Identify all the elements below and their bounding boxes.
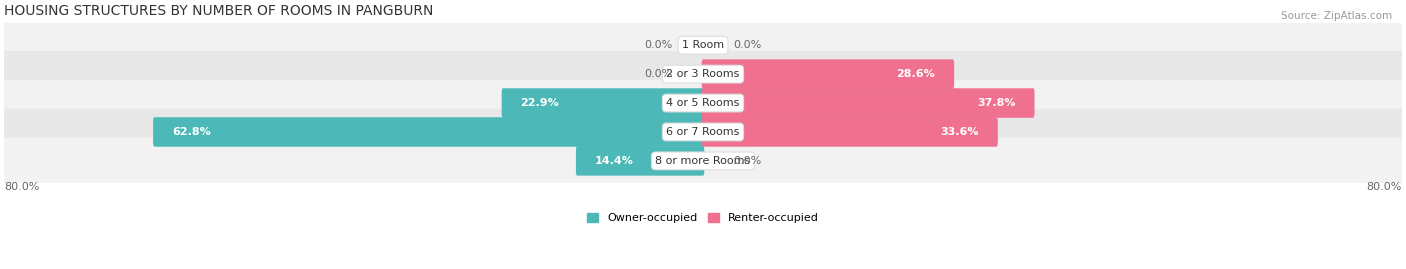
- FancyBboxPatch shape: [1, 138, 1405, 184]
- Legend: Owner-occupied, Renter-occupied: Owner-occupied, Renter-occupied: [582, 208, 824, 228]
- Text: 0.0%: 0.0%: [644, 40, 672, 50]
- Text: 6 or 7 Rooms: 6 or 7 Rooms: [666, 127, 740, 137]
- Text: 0.0%: 0.0%: [734, 40, 762, 50]
- Text: 22.9%: 22.9%: [520, 98, 560, 108]
- Text: 0.0%: 0.0%: [644, 69, 672, 79]
- Text: 2 or 3 Rooms: 2 or 3 Rooms: [666, 69, 740, 79]
- Text: 62.8%: 62.8%: [172, 127, 211, 137]
- FancyBboxPatch shape: [502, 88, 704, 118]
- FancyBboxPatch shape: [702, 59, 955, 89]
- Text: 80.0%: 80.0%: [4, 182, 39, 192]
- Text: 33.6%: 33.6%: [941, 127, 979, 137]
- FancyBboxPatch shape: [153, 117, 704, 147]
- Text: HOUSING STRUCTURES BY NUMBER OF ROOMS IN PANGBURN: HOUSING STRUCTURES BY NUMBER OF ROOMS IN…: [4, 4, 433, 18]
- Text: 4 or 5 Rooms: 4 or 5 Rooms: [666, 98, 740, 108]
- Text: 0.0%: 0.0%: [734, 156, 762, 166]
- FancyBboxPatch shape: [702, 88, 1035, 118]
- Text: 8 or more Rooms: 8 or more Rooms: [655, 156, 751, 166]
- Text: 37.8%: 37.8%: [977, 98, 1015, 108]
- FancyBboxPatch shape: [1, 51, 1405, 97]
- FancyBboxPatch shape: [1, 109, 1405, 155]
- Text: 80.0%: 80.0%: [1367, 182, 1402, 192]
- FancyBboxPatch shape: [1, 22, 1405, 68]
- FancyBboxPatch shape: [576, 146, 704, 176]
- FancyBboxPatch shape: [702, 117, 998, 147]
- Text: 1 Room: 1 Room: [682, 40, 724, 50]
- Text: Source: ZipAtlas.com: Source: ZipAtlas.com: [1281, 11, 1392, 21]
- FancyBboxPatch shape: [1, 80, 1405, 126]
- Text: 14.4%: 14.4%: [595, 156, 634, 166]
- Text: 28.6%: 28.6%: [897, 69, 935, 79]
